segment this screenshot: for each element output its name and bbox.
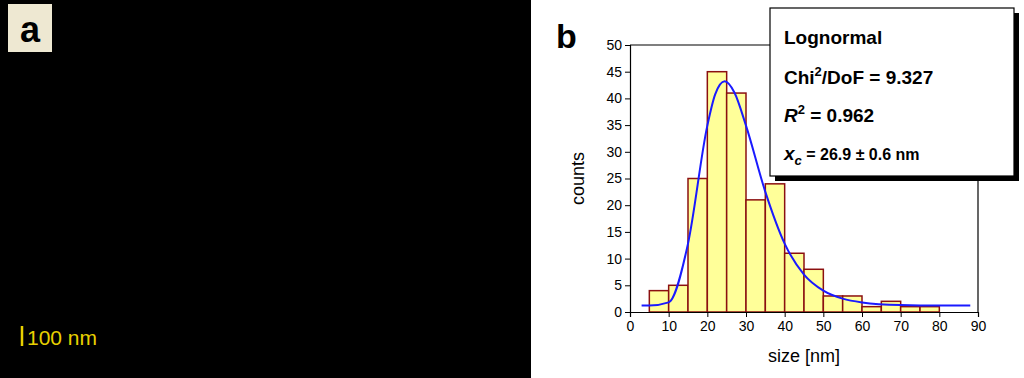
x-tick-label: 90 — [971, 318, 987, 334]
x-axis-line — [631, 313, 979, 318]
x-tick-label: 0 — [627, 318, 635, 334]
y-tick-label: 30 — [606, 144, 622, 160]
x-tick-label: 40 — [777, 318, 793, 334]
x-tick-label: 50 — [816, 318, 832, 334]
x-tick-label: 80 — [932, 318, 948, 334]
annotation: R2 = 0.962 — [784, 102, 874, 126]
panel-a: a 100 nm — [0, 0, 531, 378]
x-axis-title: size [nm] — [768, 346, 840, 366]
y-tick-label: 35 — [606, 117, 622, 133]
y-axis-line — [625, 46, 631, 313]
bar — [727, 93, 746, 312]
bar — [746, 200, 765, 312]
y-axis: 0 5 10 15 20 25 30 35 40 45 50 — [606, 37, 630, 320]
y-tick-label: 15 — [606, 224, 622, 240]
y-tick — [625, 125, 630, 126]
micrograph — [0, 0, 531, 378]
bar — [804, 269, 823, 312]
annotation-sup: 2 — [815, 64, 822, 79]
legend-entry: Lognormal — [784, 27, 882, 48]
annotation-symbol: Chi — [784, 67, 815, 88]
annotation-rest: = 26.9 ± 0.6 nm — [802, 146, 920, 163]
annotation-rest: = 0.962 — [805, 105, 874, 126]
y-tick-label: 10 — [606, 251, 622, 267]
panel-b: b 0 10 20 30 40 50 60 70 80 90 0 5 10 15 20 25 30 35 40 45 50… — [556, 8, 1019, 366]
x-tick — [939, 312, 940, 317]
x-tick — [746, 312, 747, 317]
x-tick-label: 10 — [661, 318, 677, 334]
x-tick — [862, 312, 863, 317]
y-tick — [625, 312, 630, 313]
x-tick-label: 60 — [855, 318, 871, 334]
y-tick-label: 20 — [606, 197, 622, 213]
y-tick — [625, 179, 630, 180]
y-tick — [625, 259, 630, 260]
bar — [707, 72, 726, 312]
y-tick-label: 5 — [614, 277, 622, 293]
bar — [862, 307, 881, 312]
panel-label: a — [20, 9, 41, 50]
y-tick-label: 50 — [606, 37, 622, 53]
x-tick-label: 70 — [893, 318, 909, 334]
y-tick-label: 0 — [614, 304, 622, 320]
bar — [649, 291, 668, 312]
x-tick-label: 30 — [739, 318, 755, 334]
bar — [881, 301, 900, 312]
bar — [688, 179, 707, 313]
y-tick — [625, 98, 630, 99]
bar — [843, 296, 862, 312]
y-axis-title: counts — [568, 152, 588, 205]
x-tick — [707, 312, 708, 317]
y-tick — [625, 72, 630, 73]
y-tick-label: 40 — [606, 90, 622, 106]
annotation-rest: /DoF = 9.327 — [822, 67, 933, 88]
x-tick — [978, 312, 979, 317]
y-tick — [625, 205, 630, 206]
y-tick — [625, 152, 630, 153]
annotation-symbol: R — [784, 105, 798, 126]
x-tick — [901, 312, 902, 317]
y-tick-label: 45 — [606, 64, 622, 80]
scale-bar-label: 100 nm — [27, 326, 97, 349]
annotation-box — [770, 8, 1014, 176]
x-tick — [785, 312, 786, 317]
x-tick-label: 20 — [700, 318, 716, 334]
panel-label: b — [556, 17, 577, 55]
y-tick — [625, 232, 630, 233]
annotation-sup: 2 — [798, 102, 805, 117]
y-tick — [625, 45, 630, 46]
annotation: Chi2/DoF = 9.327 — [784, 64, 933, 88]
bar — [901, 307, 920, 312]
x-axis: 0 10 20 30 40 50 60 70 80 90 — [627, 312, 987, 334]
panel-label-box — [8, 4, 52, 52]
bar — [920, 307, 939, 312]
x-tick — [823, 312, 824, 317]
x-tick — [669, 312, 670, 317]
y-tick — [625, 285, 630, 286]
y-tick-label: 25 — [606, 170, 622, 186]
scale-bar — [21, 326, 24, 346]
annotation: xc = 26.9 ± 0.6 nm — [783, 143, 920, 168]
